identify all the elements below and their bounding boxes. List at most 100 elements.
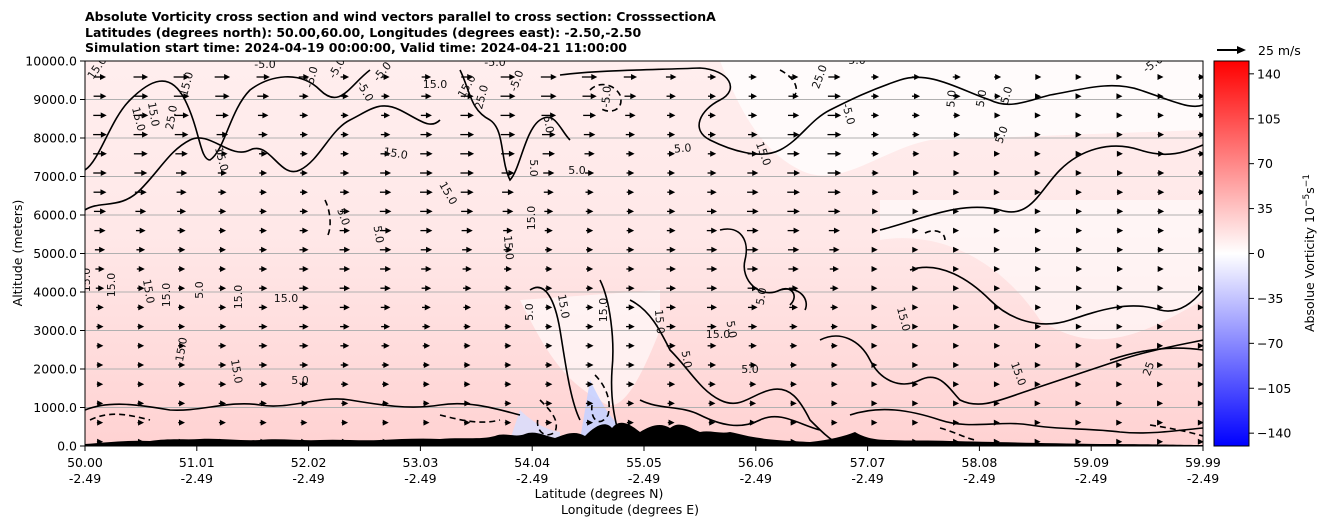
- contour-label: 15.0: [129, 106, 148, 133]
- wind-vector-head: [871, 304, 878, 311]
- wind-vector-head: [344, 266, 351, 272]
- wind-vector-head: [669, 246, 676, 253]
- terrain-silhouette: [85, 422, 1203, 446]
- wind-vector-head: [546, 227, 553, 234]
- wind-vector-head: [138, 362, 145, 368]
- wind-vector-head: [1034, 189, 1041, 196]
- wind-vector-head: [871, 246, 878, 253]
- wind-vector-head: [100, 112, 107, 119]
- wind-vector-head: [179, 323, 186, 330]
- contour-line-dashed: [924, 230, 946, 241]
- wind-vector-head: [1075, 74, 1082, 80]
- wind-vector-head: [383, 342, 390, 349]
- wind-vector-head: [1198, 266, 1203, 272]
- wind-vector-head: [628, 227, 635, 234]
- quiver-key-label: 25 m/s: [1258, 43, 1301, 58]
- wind-vector-head: [631, 74, 638, 80]
- wind-vector-head: [426, 131, 433, 138]
- x-axis-label-latitude: Latitude (degrees N): [535, 486, 664, 501]
- wind-vector-head: [791, 342, 798, 349]
- y-tick-label: 5000.0: [33, 246, 77, 261]
- wind-vector-head: [467, 74, 474, 80]
- x-tick-label-lon: -2.49: [516, 471, 548, 486]
- wind-vector-head: [750, 362, 757, 368]
- contour-label: 5.0: [371, 225, 387, 244]
- wind-vector-head: [1034, 227, 1041, 234]
- wind-vector-head: [467, 208, 474, 215]
- wind-vector-head: [1197, 362, 1203, 368]
- wind-vector-head: [343, 208, 350, 215]
- wind-vector-head: [466, 227, 473, 234]
- wind-vector-head: [467, 112, 474, 119]
- colorbar-tick-label: −35: [1257, 291, 1283, 306]
- wind-vector-head: [912, 285, 919, 292]
- wind-vector-head: [1116, 285, 1123, 292]
- wind-vector-head: [1117, 208, 1124, 215]
- colorbar-tick-label: 0: [1257, 246, 1265, 261]
- title-line-2: Latitudes (degrees north): 50.00,60.00, …: [85, 24, 642, 40]
- wind-vector-head: [831, 323, 838, 330]
- wind-vector-head: [1035, 285, 1042, 292]
- wind-vector-head: [546, 285, 553, 292]
- wind-vector-head: [182, 131, 189, 138]
- contour-line: [639, 399, 821, 431]
- wind-vector-head: [835, 150, 842, 157]
- wind-vector-head: [953, 285, 960, 292]
- x-tick-label-lat: 59.99: [1185, 455, 1221, 470]
- wind-vector-head: [549, 150, 556, 157]
- wind-vector-head: [1075, 362, 1082, 368]
- wind-vector-head: [1117, 246, 1124, 253]
- wind-vector-head: [424, 304, 431, 311]
- wind-vector-head: [1075, 400, 1082, 407]
- wind-vector-head: [142, 131, 149, 138]
- wind-vector-head: [1157, 400, 1164, 407]
- wind-vector-head: [100, 74, 106, 80]
- contour-line: [629, 299, 841, 446]
- wind-vector-head: [953, 246, 960, 253]
- wind-vector-head: [546, 419, 553, 426]
- contour-line-dashed: [89, 413, 151, 421]
- contour-label: -5.0: [303, 65, 321, 89]
- wind-vector-head: [1197, 381, 1203, 388]
- contour-label: 5.0: [724, 320, 740, 339]
- contour-label: 15.0: [80, 268, 93, 293]
- wind-vector-head: [343, 189, 350, 196]
- wind-vector-head: [954, 93, 961, 100]
- wind-vector-head: [1076, 246, 1083, 253]
- wind-vector-head: [1157, 93, 1164, 100]
- wind-vector-head: [342, 131, 349, 138]
- wind-vector-head: [1035, 93, 1042, 100]
- wind-vector-head: [302, 304, 309, 311]
- wind-vector-head: [343, 323, 350, 330]
- wind-vector-head: [953, 323, 960, 330]
- wind-vector-head: [223, 93, 230, 100]
- x-tick-label-lon: -2.49: [69, 471, 101, 486]
- wind-vector-head: [546, 266, 553, 272]
- wind-vector-head: [751, 323, 758, 330]
- colorbar-tick-label: 70: [1257, 156, 1273, 171]
- wind-vector-head: [302, 323, 309, 330]
- contour-label: 15.0: [160, 283, 173, 308]
- wind-vector-head: [384, 323, 391, 330]
- wind-vector-head: [587, 266, 594, 272]
- x-tick-label-lon: -2.49: [628, 471, 660, 486]
- wind-vector-head: [301, 419, 308, 426]
- quiver-key-arrowhead: [1237, 46, 1246, 54]
- colorbar-tick-label: 35: [1257, 201, 1273, 216]
- wind-vector-head: [590, 93, 597, 100]
- wind-vector-head: [588, 150, 595, 157]
- wind-vector-head: [709, 93, 716, 100]
- wind-vector-head: [464, 342, 471, 349]
- wind-vector-head: [1035, 246, 1042, 253]
- wind-vector-head: [425, 285, 432, 292]
- wind-vector-head: [750, 74, 757, 80]
- wind-vector-head: [179, 362, 186, 368]
- wind-vector-head: [587, 227, 594, 234]
- wind-vector-head: [912, 246, 919, 253]
- wind-vector-head: [833, 246, 840, 253]
- wind-vector-head: [261, 304, 268, 311]
- wind-vector-head: [505, 381, 512, 388]
- chart-title: Absolute Vorticity cross section and win…: [85, 9, 716, 56]
- contour-line: [599, 279, 621, 441]
- wind-vector-head: [831, 419, 838, 426]
